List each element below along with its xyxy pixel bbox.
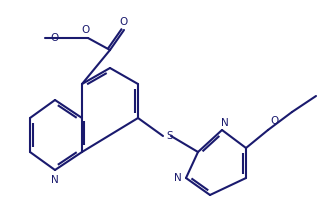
Text: N: N: [51, 175, 59, 185]
Text: O: O: [82, 25, 90, 35]
Text: O: O: [120, 17, 128, 27]
Text: N: N: [221, 118, 229, 128]
Text: S: S: [166, 131, 173, 141]
Text: N: N: [174, 173, 182, 183]
Text: O: O: [51, 33, 59, 43]
Text: O: O: [270, 116, 278, 126]
